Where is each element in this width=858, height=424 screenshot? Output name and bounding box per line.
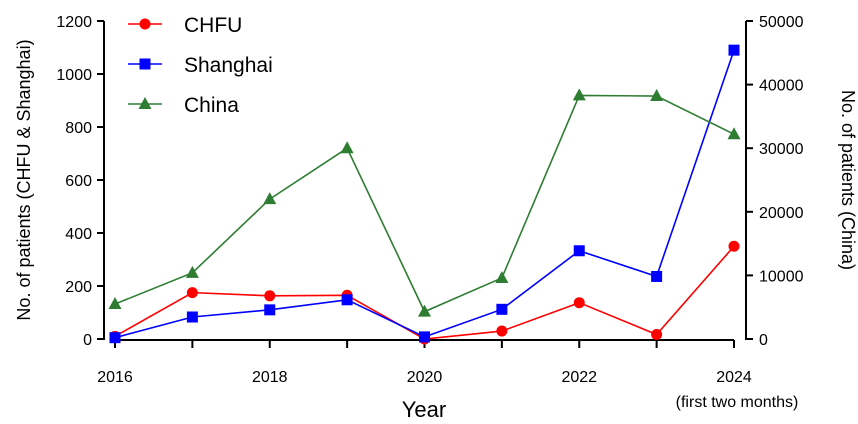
data-point-shanghai <box>186 311 198 323</box>
legend-item-shanghai: Shanghai <box>128 54 273 77</box>
right-y-tick-label: 30000 <box>759 141 804 158</box>
right-y-tick-label: 20000 <box>759 205 804 222</box>
data-point-china <box>185 265 199 278</box>
data-point-shanghai <box>109 332 121 344</box>
series-chfu <box>109 240 740 345</box>
series-shanghai <box>109 44 740 344</box>
legend-label: Shanghai <box>184 54 273 77</box>
legend-marker <box>139 58 151 70</box>
data-point-shanghai <box>651 270 663 282</box>
right-y-ticks: 0 10000 20000 30000 40000 50000 <box>746 14 804 349</box>
legend-marker <box>138 97 152 109</box>
data-point-china <box>650 89 664 102</box>
data-point-chfu <box>728 240 740 252</box>
series-china <box>108 88 741 317</box>
legend-label: China <box>184 94 239 117</box>
right-y-tick-label: 0 <box>759 332 768 349</box>
data-point-chfu <box>496 325 508 337</box>
right-y-tick-label: 40000 <box>759 78 804 95</box>
x-axis-title: Year <box>402 397 446 422</box>
x-tick-label: 2020 <box>407 369 443 386</box>
left-y-tick-label: 200 <box>65 279 92 296</box>
x-ticks: 2016 2018 2020 2022 2024 <box>97 340 752 386</box>
data-point-china <box>495 270 509 283</box>
left-y-tick-label: 1000 <box>56 67 92 84</box>
series-line-chfu <box>114 245 735 340</box>
data-point-shanghai <box>496 303 508 315</box>
x-tick-label: 2016 <box>97 369 133 386</box>
legend-marker <box>139 18 151 30</box>
x-tick-label: 2024 <box>716 369 752 386</box>
data-point-china <box>572 88 586 101</box>
legend-label: CHFU <box>184 14 242 37</box>
left-y-tick-label: 600 <box>65 173 92 190</box>
data-point-chfu <box>264 290 276 302</box>
left-y-ticks: 0 200 400 600 800 1000 1200 <box>56 14 104 349</box>
data-point-china <box>418 304 431 317</box>
data-point-chfu <box>573 297 585 309</box>
legend: CHFU Shanghai China <box>128 14 273 117</box>
data-point-shanghai <box>419 331 430 343</box>
data-point-shanghai <box>573 245 585 257</box>
data-point-shanghai <box>728 44 740 56</box>
x-tick-label: 2018 <box>252 369 288 386</box>
plot-area: 0 200 400 600 800 1000 1200 0 10000 20000 30000 40… <box>56 14 803 386</box>
legend-item-chfu: CHFU <box>128 14 242 37</box>
left-y-tick-label: 400 <box>65 226 92 243</box>
data-point-china <box>727 127 741 140</box>
data-point-china <box>340 141 354 154</box>
x-tick-label: 2022 <box>561 369 597 386</box>
data-point-china <box>108 297 122 310</box>
series-layer <box>108 44 741 345</box>
left-y-tick-label: 0 <box>83 332 92 349</box>
series-line-china <box>114 94 735 313</box>
right-y-axis-title: No. of patients (China) <box>838 90 858 270</box>
data-point-shanghai <box>264 304 276 316</box>
data-point-china <box>263 192 277 205</box>
right-y-tick-label: 50000 <box>759 14 804 31</box>
data-point-chfu <box>651 328 663 340</box>
right-y-tick-label: 10000 <box>759 268 804 285</box>
data-point-shanghai <box>341 294 353 306</box>
left-y-tick-label: 1200 <box>56 14 92 31</box>
left-y-axis-title: No. of patients (CHFU & Shanghai) <box>14 39 34 320</box>
left-y-tick-label: 800 <box>65 120 92 137</box>
x-tick-sublabel: (first two months) <box>676 394 799 411</box>
data-point-chfu <box>186 287 198 299</box>
legend-item-china: China <box>128 94 239 117</box>
